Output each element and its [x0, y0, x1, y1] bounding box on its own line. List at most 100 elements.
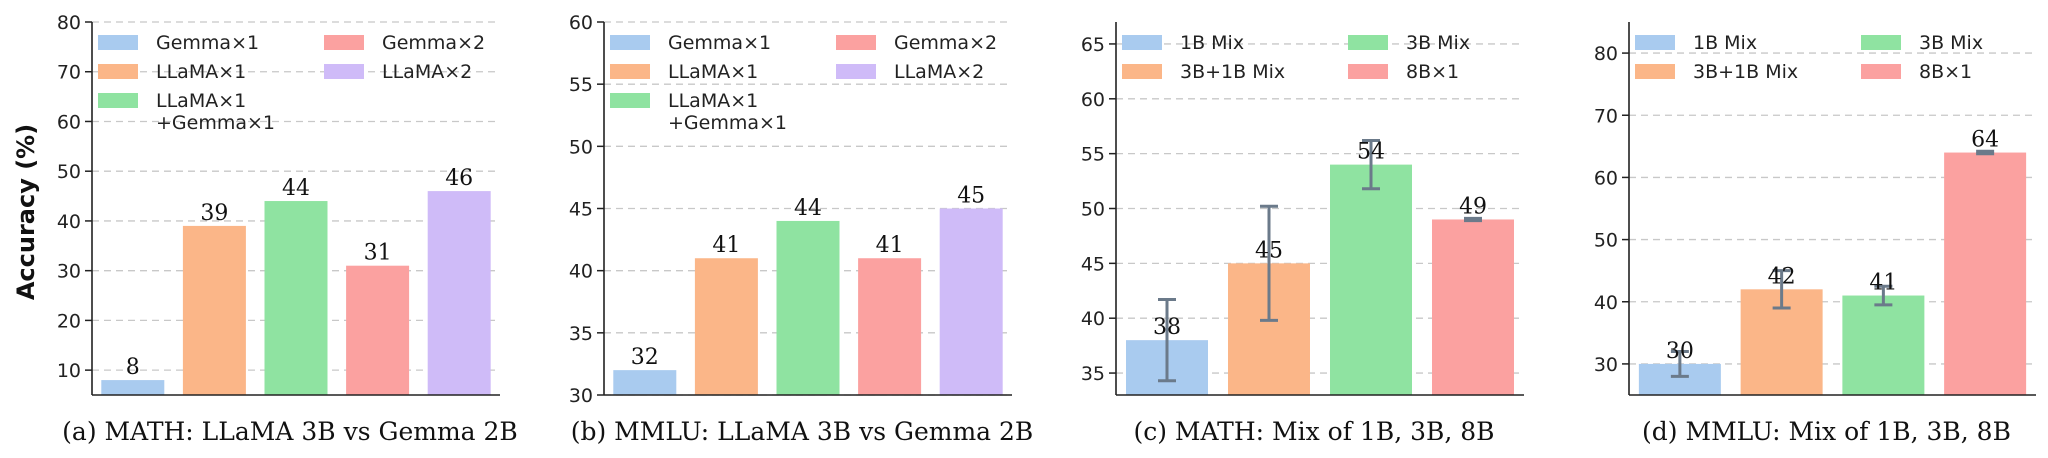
- legend-label: Gemma×2: [382, 32, 485, 54]
- y-tick-label: 60: [1081, 89, 1105, 111]
- bar-4: [858, 258, 922, 395]
- legend: 1B Mix 3B Mix 3B+1B Mix 8B×1: [1122, 32, 1470, 83]
- legend-swatch: [610, 64, 650, 79]
- y-tick-label: 30: [569, 385, 593, 407]
- panel-caption: (b) MMLU: LLaMA 3B vs Gemma 2B: [571, 417, 1034, 446]
- data-label-4: 31: [364, 241, 392, 266]
- y-tick-label: 30: [57, 261, 81, 283]
- legend: 1B Mix 3B Mix 3B+1B Mix 8B×1: [1635, 32, 1983, 83]
- legend-swatch: [1348, 64, 1388, 79]
- bar-5: [939, 208, 1003, 395]
- data-label-3: 41: [1869, 271, 1897, 296]
- y-tick-label: 60: [1594, 167, 1618, 189]
- legend-label: LLaMA×1: [668, 90, 758, 112]
- chart-panel-1: 10 20 30 40 50 60 70 80 8 39 44 31 46 Gemma×1 Gemma×2 L…: [57, 12, 518, 446]
- legend-swatch: [324, 35, 364, 50]
- y-tick-label: 55: [569, 74, 593, 96]
- data-label-3: 54: [1357, 140, 1385, 165]
- legend-swatch: [324, 64, 364, 79]
- y-tick-label: 80: [1594, 43, 1618, 65]
- data-label-3: 44: [282, 176, 310, 201]
- y-tick-label: 40: [1594, 292, 1618, 314]
- bar-4: [346, 265, 410, 395]
- legend-label: 3B Mix: [1919, 32, 1983, 54]
- y-tick-label: 35: [1081, 363, 1105, 385]
- bar-2: [694, 258, 758, 395]
- bar-5: [427, 191, 491, 395]
- legend-swatch: [98, 35, 138, 50]
- y-tick-label: 55: [1081, 144, 1105, 166]
- legend-label: 1B Mix: [1693, 32, 1757, 54]
- legend-label: LLaMA×1: [156, 90, 246, 112]
- y-tick-label: 10: [57, 360, 81, 382]
- y-tick-label: 40: [1081, 308, 1105, 330]
- data-label-1: 8: [126, 355, 140, 380]
- data-label-1: 32: [631, 345, 659, 370]
- bar-3: [264, 201, 328, 395]
- legend-label: 3B+1B Mix: [1693, 61, 1798, 83]
- data-label-2: 45: [1255, 238, 1283, 263]
- y-tick-label: 45: [1081, 253, 1105, 275]
- y-tick-label: 50: [1081, 199, 1105, 221]
- legend-label: LLaMA×2: [382, 61, 472, 83]
- legend-swatch: [1122, 64, 1162, 79]
- legend-swatch: [1635, 35, 1675, 50]
- data-label-5: 46: [445, 166, 473, 191]
- legend-label: LLaMA×2: [894, 61, 984, 83]
- legend-label: 8B×1: [1919, 61, 1972, 83]
- legend-label: +Gemma×1: [156, 112, 275, 134]
- data-label-4: 49: [1459, 194, 1487, 219]
- panel-caption: (a) MATH: LLaMA 3B vs Gemma 2B: [62, 417, 518, 446]
- legend-swatch: [610, 35, 650, 50]
- y-tick-label: 40: [57, 211, 81, 233]
- legend-swatch: [1122, 35, 1162, 50]
- legend-label: 8B×1: [1406, 61, 1459, 83]
- bar-1: [613, 370, 677, 395]
- legend-swatch: [1348, 35, 1388, 50]
- legend-label: 3B Mix: [1406, 32, 1470, 54]
- bar-1: [101, 380, 165, 395]
- y-tick-label: 70: [1594, 105, 1618, 127]
- legend-swatch: [836, 64, 876, 79]
- y-tick-label: 30: [1594, 354, 1618, 376]
- y-tick-label: 65: [1081, 34, 1105, 56]
- data-label-2: 42: [1768, 264, 1796, 289]
- bar-3: [776, 220, 840, 395]
- chart-panel-3: 35 40 45 50 55 60 65 38 45 54 49 1B Mix 3B Mix 3B+1B …: [1081, 22, 1524, 446]
- y-tick-label: 50: [57, 161, 81, 183]
- legend-label: 3B+1B Mix: [1180, 61, 1285, 83]
- chart-panel-2: 30 35 40 45 50 55 60 32 41 44 41 45 Gemma×1 Gemma×2 LL…: [569, 12, 1033, 446]
- legend-swatch: [1861, 35, 1901, 50]
- legend-swatch: [98, 64, 138, 79]
- data-label-4: 41: [876, 233, 904, 258]
- y-tick-label: 60: [57, 111, 81, 133]
- legend-swatch: [836, 35, 876, 50]
- legend-label: +Gemma×1: [668, 112, 787, 134]
- legend-label: LLaMA×1: [668, 61, 758, 83]
- y-tick-label: 20: [57, 310, 81, 332]
- y-tick-label: 45: [569, 199, 593, 221]
- bar-3: [1330, 164, 1412, 395]
- legend-label: Gemma×1: [156, 32, 259, 54]
- bar-2: [182, 225, 246, 395]
- bar-3: [1842, 295, 1925, 395]
- y-axis-label: Accuracy (%): [12, 124, 40, 300]
- legend-swatch: [610, 93, 650, 108]
- bar-4: [1432, 219, 1514, 395]
- y-tick-label: 80: [57, 12, 81, 34]
- data-label-2: 39: [200, 201, 228, 226]
- legend-swatch: [1861, 64, 1901, 79]
- legend-swatch: [1635, 64, 1675, 79]
- legend-label: 1B Mix: [1180, 32, 1244, 54]
- panel-caption: (c) MATH: Mix of 1B, 3B, 8B: [1133, 417, 1494, 446]
- y-tick-label: 70: [57, 62, 81, 84]
- legend-label: Gemma×1: [668, 32, 771, 54]
- y-tick-label: 50: [569, 136, 593, 158]
- data-label-1: 38: [1153, 315, 1181, 340]
- panel-caption: (d) MMLU: Mix of 1B, 3B, 8B: [1642, 417, 2011, 446]
- data-label-1: 30: [1666, 339, 1694, 364]
- bar-4: [1944, 152, 2027, 395]
